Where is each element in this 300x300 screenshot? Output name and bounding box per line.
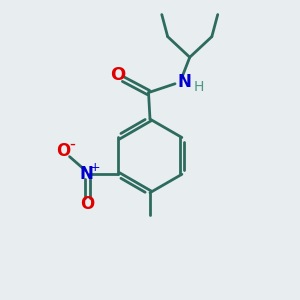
Text: N: N — [80, 165, 93, 183]
Text: O: O — [111, 66, 126, 84]
Text: +: + — [90, 161, 101, 174]
Text: H: H — [193, 80, 204, 94]
Text: O: O — [56, 142, 71, 160]
Text: -: - — [70, 134, 75, 152]
Text: O: O — [80, 195, 94, 213]
Text: N: N — [178, 73, 192, 91]
